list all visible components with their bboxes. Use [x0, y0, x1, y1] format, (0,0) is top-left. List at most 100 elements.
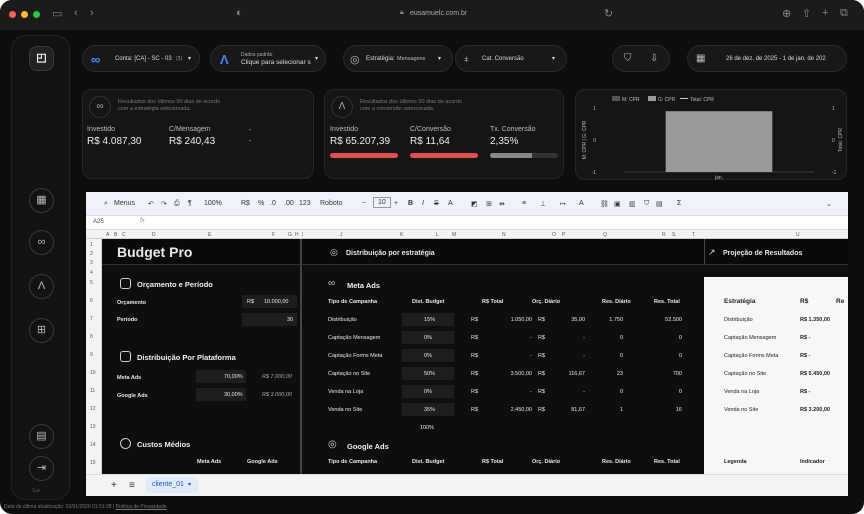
google-pct-cell[interactable] [196, 388, 246, 401]
row-header-15[interactable]: 15 [90, 460, 96, 466]
row-header-12[interactable]: 12 [90, 406, 96, 412]
merge-icon[interactable]: ⇹ [499, 201, 505, 208]
tab-overview-icon[interactable]: ⧉ [840, 7, 848, 19]
filter-icon[interactable]: ⛉ [644, 200, 650, 207]
wrap-icon[interactable]: ↦ [560, 201, 566, 208]
row-header-10[interactable]: 10 [90, 370, 96, 376]
periodo-cell[interactable] [242, 313, 297, 326]
google-source-select[interactable]: Λ Dados padrão Clique para selecionar s … [210, 45, 326, 72]
column-header-m[interactable]: M [452, 232, 457, 238]
link-icon[interactable]: ⛓ [600, 201, 609, 208]
row-header-3[interactable]: 3 [90, 260, 93, 266]
privacy-link[interactable]: Política de Privacidade [115, 504, 167, 510]
dist-input-cell[interactable] [402, 367, 454, 380]
fill-color-icon[interactable]: ◩ [471, 201, 478, 208]
export-icon[interactable]: ⇩ [650, 53, 659, 64]
zoom-dot[interactable] [33, 11, 40, 18]
shield-icon[interactable]: ◐ [236, 7, 243, 19]
row-header-4[interactable]: 4 [90, 270, 93, 276]
column-header-s[interactable]: S [672, 232, 676, 238]
column-header-e[interactable]: E [208, 232, 212, 238]
redo-icon[interactable]: ↷ [161, 201, 167, 208]
row-header-13[interactable]: 13 [90, 424, 96, 430]
filter-icon[interactable]: ⛉ [624, 53, 632, 64]
valign-icon[interactable]: ⊥ [540, 201, 547, 208]
row-header-6[interactable]: 6 [90, 298, 93, 304]
column-header-q[interactable]: Q [603, 232, 607, 238]
row-header-1[interactable]: 1 [90, 242, 93, 248]
tab-cliente-01[interactable]: cliente_01 ▾ [146, 477, 198, 493]
font-size-input[interactable]: 10 [373, 197, 391, 208]
hierarchy-icon[interactable]: ⊞ [29, 318, 54, 343]
italic-icon[interactable]: I [422, 200, 424, 207]
column-header-n[interactable]: N [502, 232, 506, 238]
column-header-h[interactable]: H [295, 232, 299, 238]
row-header-9[interactable]: 9 [90, 352, 93, 358]
bold-icon[interactable]: B [408, 200, 414, 207]
collapse-toolbar-icon[interactable]: ⌄ [826, 201, 832, 208]
column-header-d[interactable]: D [152, 232, 156, 238]
row-header-2[interactable]: 2 [90, 251, 93, 257]
row-header-7[interactable]: 7 [90, 316, 93, 322]
views-icon[interactable]: ▤ [656, 201, 663, 208]
dashboard-icon[interactable]: ▦ [29, 188, 54, 213]
minimize-dot[interactable] [21, 11, 28, 18]
dist-input-cell[interactable] [402, 313, 454, 326]
number-format[interactable]: 123 [299, 200, 311, 207]
text-color-icon[interactable]: A [448, 200, 453, 207]
orc-cell[interactable] [242, 295, 297, 308]
meta-pct-cell[interactable] [196, 370, 246, 383]
share-icon[interactable]: ⇧ [802, 8, 812, 20]
strikethrough-icon[interactable]: S [434, 200, 439, 207]
reload-icon[interactable]: ↻ [604, 8, 614, 20]
font-decrease[interactable]: − [362, 200, 367, 207]
increase-decimal[interactable]: .00 [284, 200, 294, 207]
row-header-11[interactable]: 11 [90, 388, 96, 394]
column-header-k[interactable]: K [400, 232, 404, 238]
new-tab-icon[interactable]: + [822, 7, 829, 19]
undo-icon[interactable]: ↶ [148, 201, 154, 208]
dist-input-cell[interactable] [402, 331, 454, 344]
google-ads-icon[interactable]: Λ [29, 274, 54, 299]
align-icon[interactable]: ≡ [522, 200, 527, 207]
column-header-r[interactable]: R [662, 232, 666, 238]
download-icon[interactable]: ⊕ [782, 8, 792, 20]
logout-label[interactable]: Sair [32, 488, 41, 494]
sheet-icon[interactable]: ▤ [29, 424, 54, 449]
font-increase[interactable]: + [394, 200, 399, 207]
all-sheets-button[interactable]: ≡ [129, 480, 135, 491]
menus-button[interactable]: Menus [114, 200, 136, 207]
cell-ref[interactable]: A25 [93, 219, 104, 225]
column-header-o[interactable]: O [552, 232, 556, 238]
decrease-decimal[interactable]: .0 [270, 200, 276, 207]
borders-icon[interactable]: ⊞ [486, 201, 492, 208]
sidebar-toggle-icon[interactable]: ▭ [52, 8, 63, 20]
back-icon[interactable]: ‹ [74, 7, 78, 19]
print-icon[interactable]: ⎙ [174, 200, 180, 207]
add-sheet-button[interactable]: + [111, 480, 117, 491]
conversion-category-select[interactable]: ⧧ Cat. Conversão ▾ [455, 45, 567, 72]
comment-icon[interactable]: ▣ [614, 201, 621, 208]
font-select[interactable]: Roboto [320, 200, 343, 207]
forward-icon[interactable]: › [90, 7, 94, 19]
paint-format-icon[interactable]: ¶ [188, 200, 192, 207]
column-header-l[interactable]: L [436, 232, 439, 238]
dist-input-cell[interactable] [402, 385, 454, 398]
currency-format[interactable]: R$ [241, 200, 250, 207]
rotate-icon[interactable]: A [579, 200, 584, 207]
date-range-picker[interactable]: ▦ 26 de dez. de 2025 - 1 de jan. de 202 [687, 45, 847, 72]
functions-icon[interactable]: Σ [677, 200, 682, 207]
meta-icon[interactable]: ∞ [29, 230, 54, 255]
zoom-select[interactable]: 100% [204, 200, 222, 207]
dist-input-cell[interactable] [402, 349, 454, 362]
column-header-i[interactable]: I [302, 232, 304, 238]
account-select[interactable]: ∞ Conta: [CA] - SC - 03 (3) ▾ [82, 45, 200, 72]
row-header-8[interactable]: 8 [90, 334, 93, 340]
percent-format[interactable]: % [258, 200, 265, 207]
column-header-f[interactable]: F [272, 232, 276, 238]
column-header-c[interactable]: C [122, 232, 126, 238]
strategy-select[interactable]: ◎ Estratégia: Mensagens ▾ [343, 45, 453, 72]
app-logo-icon[interactable]: ◰ [29, 46, 54, 71]
dist-input-cell[interactable] [402, 403, 454, 416]
column-header-p[interactable]: P [562, 232, 566, 238]
